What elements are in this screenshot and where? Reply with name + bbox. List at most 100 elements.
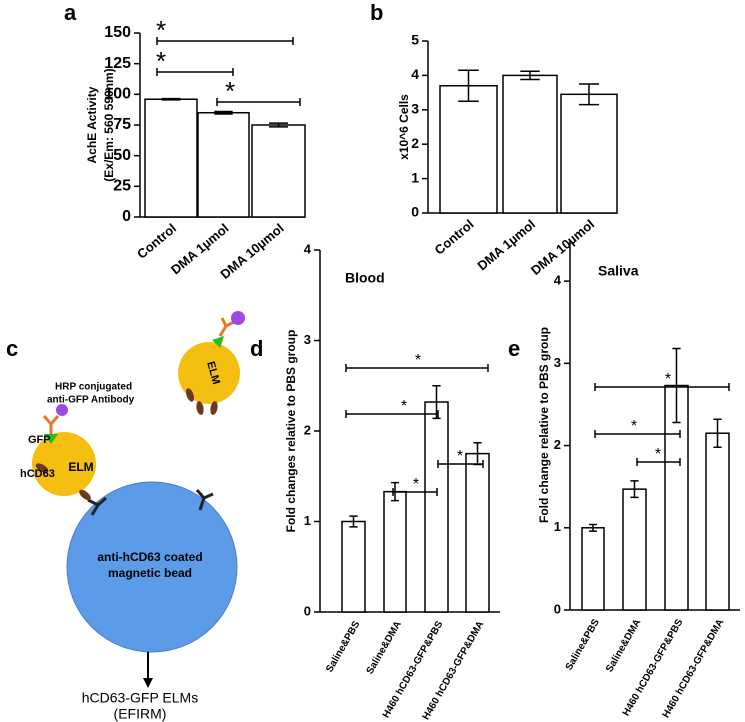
x-tick-label: Control: [432, 216, 477, 257]
significance-star: *: [631, 418, 637, 435]
y-tick-label: 125: [104, 55, 131, 72]
significance-bracket: [594, 430, 681, 438]
bar: [705, 432, 730, 611]
y-tick-label: 4: [304, 241, 312, 256]
y-tick-label: 1: [411, 169, 419, 185]
error-bar: [349, 515, 358, 528]
gfp: [44, 434, 58, 444]
y-tick-label: 5: [411, 32, 419, 48]
error-bar: [161, 97, 181, 101]
y-tick-label: 0: [411, 204, 419, 220]
significance-star: *: [457, 448, 463, 465]
significance-bracket: [156, 37, 294, 45]
error-bar: [672, 347, 681, 424]
hrp: [56, 404, 68, 416]
error-bar: [589, 523, 597, 532]
significance-bracket: [437, 460, 484, 468]
bar: [502, 74, 558, 214]
hcd63-protein: [35, 388, 218, 501]
output-label: hCD63-GFP ELMs: [82, 690, 198, 706]
bar: [197, 111, 250, 218]
y-axis-label: AchE Activity: [85, 86, 99, 163]
bar: [622, 488, 647, 611]
x-tick-label: DMA 10µmol: [528, 216, 597, 277]
y-tick-label: 0: [554, 601, 561, 616]
elm-label: ELM: [68, 460, 93, 474]
significance-bracket: [345, 410, 439, 418]
bar: [560, 93, 618, 214]
significance-star: *: [655, 446, 661, 463]
y-tick-label: 0: [122, 208, 131, 225]
hcd63-label: hCD63: [20, 468, 55, 480]
significance-bracket: [216, 98, 301, 106]
significance-star: *: [665, 371, 671, 388]
significance-star: *: [413, 476, 419, 493]
y-axis-label: (Ex/Em: 560 590nm): [102, 68, 116, 181]
bar: [251, 124, 306, 218]
bar: [383, 490, 407, 613]
significance-star: *: [225, 76, 235, 106]
error-bar: [520, 70, 540, 81]
hrp: [231, 311, 245, 325]
error-bar: [713, 418, 722, 448]
y-tick-label: 2: [554, 437, 561, 452]
bar: [341, 520, 366, 613]
capture-antibody: [87, 489, 214, 516]
y-tick-label: 75: [113, 116, 131, 133]
x-tick-label: Saline&DMA: [604, 617, 643, 674]
y-tick-label: 50: [113, 147, 131, 164]
significance-bracket: [594, 383, 730, 391]
significance-bracket: [392, 488, 438, 496]
y-tick-label: 2: [411, 135, 419, 151]
chart-title: Blood: [345, 270, 385, 286]
y-tick-label: 1: [554, 519, 561, 534]
x-tick-label: Saline&DMA: [365, 619, 404, 676]
error-bar: [432, 385, 441, 420]
y-tick-label: 4: [411, 66, 419, 82]
elm: [178, 342, 240, 404]
bar: [144, 98, 198, 218]
significance-bracket: [345, 364, 489, 372]
gfp-label: GFP: [28, 434, 51, 446]
elm-label: ELM: [204, 360, 222, 386]
error-bar: [214, 110, 233, 115]
x-tick-label: Saline&PBS: [324, 619, 362, 674]
y-tick-label: 150: [104, 24, 131, 41]
panel-label: d: [250, 336, 263, 361]
x-tick-label: Saline&PBS: [564, 617, 602, 672]
magnetic-bead: [66, 481, 238, 653]
y-axis-label: x10^6 Cells: [397, 94, 411, 160]
y-axis-label: Fold changes relative to PBS group: [284, 330, 298, 533]
arrow-head: [143, 678, 153, 688]
y-tick-label: 3: [304, 332, 311, 347]
significance-star: *: [401, 398, 407, 415]
y-tick-label: 0: [304, 603, 311, 618]
panel-label: e: [508, 336, 520, 361]
y-axis-label: Fold change relative to PBS group: [537, 327, 551, 523]
y-tick-label: 25: [113, 178, 131, 195]
bar: [465, 452, 490, 613]
significance-star: *: [156, 46, 166, 76]
y-tick-label: 1: [304, 513, 311, 528]
antibody: [218, 317, 235, 337]
bead-label: anti-hCD63 coated: [97, 550, 202, 564]
significance-bracket: [636, 458, 681, 466]
significance-star: *: [415, 352, 421, 369]
y-tick-label: 4: [554, 273, 562, 288]
y-tick-label: 100: [104, 86, 131, 103]
output-label: (EFIRM): [114, 706, 167, 722]
panel-label: a: [64, 0, 77, 25]
y-tick-label: 3: [554, 355, 561, 370]
bar: [439, 84, 498, 214]
antibody: [42, 415, 60, 434]
elm: [32, 432, 96, 496]
error-bar: [578, 83, 600, 106]
x-tick-label: Control: [134, 220, 179, 261]
bar: [424, 401, 449, 613]
bar: [581, 527, 605, 611]
diagram: HRP conjugated anti-GFP Antibody GFP hCD…: [20, 311, 245, 722]
gfp: [212, 336, 224, 348]
panel-label: c: [6, 336, 18, 361]
antibody-label: anti-GFP Antibody: [47, 395, 135, 406]
